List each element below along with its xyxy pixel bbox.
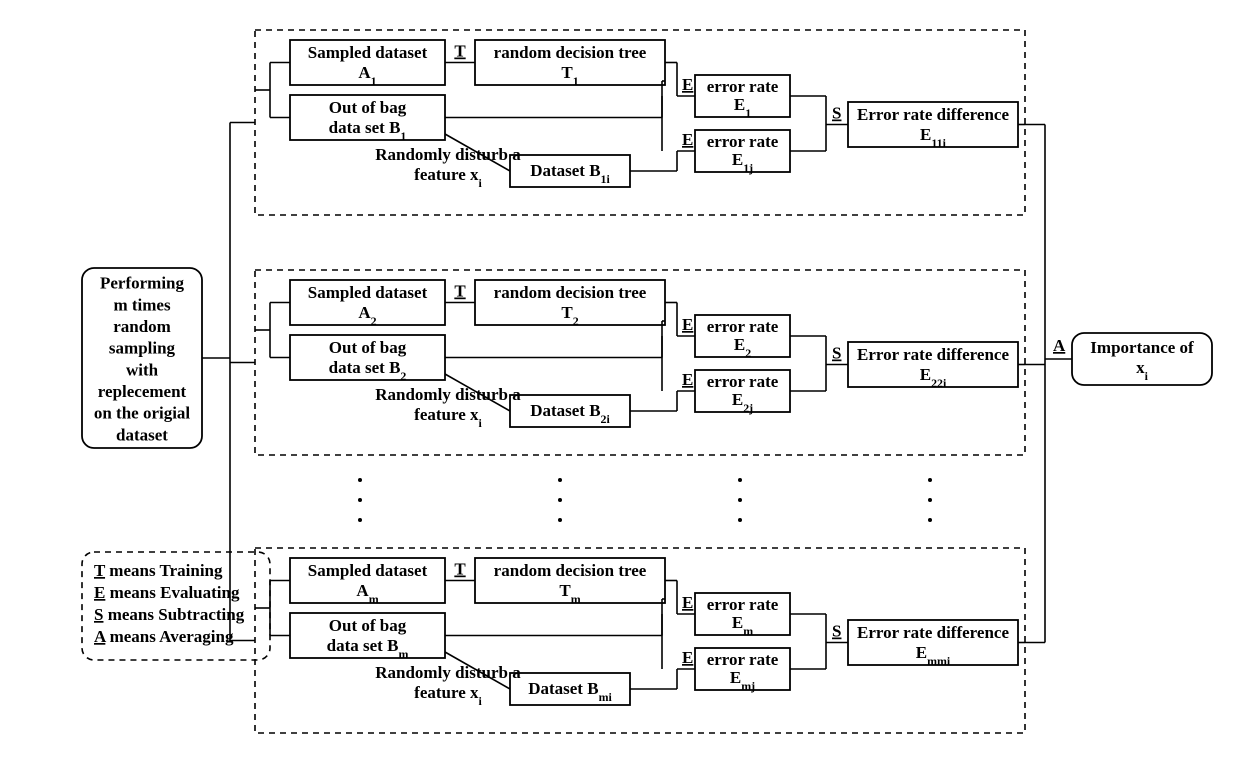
svg-text:S: S — [832, 622, 841, 641]
svg-text:Dataset Bmi: Dataset Bmi — [528, 679, 612, 704]
svg-text:replecement: replecement — [98, 382, 187, 401]
svg-text:random decision tree: random decision tree — [494, 43, 647, 62]
svg-text:Randomly disturb a: Randomly disturb a — [375, 663, 521, 682]
svg-text:xi: xi — [1136, 358, 1149, 383]
svg-text:T: T — [454, 42, 466, 61]
svg-text:A means Averaging: A means Averaging — [94, 627, 234, 646]
svg-text:error rate: error rate — [707, 77, 779, 96]
svg-text:Dataset B2i: Dataset B2i — [530, 401, 610, 426]
svg-text:E: E — [682, 130, 693, 149]
svg-text:S: S — [832, 344, 841, 363]
svg-text:Error rate difference: Error rate difference — [857, 623, 1009, 642]
svg-text:E: E — [682, 593, 693, 612]
svg-text:Performing: Performing — [100, 274, 185, 293]
svg-text:random: random — [113, 317, 171, 336]
svg-text:E: E — [682, 315, 693, 334]
svg-text:Error rate difference: Error rate difference — [857, 105, 1009, 124]
svg-text:Sampled dataset: Sampled dataset — [308, 283, 428, 302]
svg-text:S: S — [832, 104, 841, 123]
svg-text:feature xi: feature xi — [414, 165, 482, 190]
svg-text:Randomly disturb a: Randomly disturb a — [375, 145, 521, 164]
svg-text:error rate: error rate — [707, 595, 779, 614]
svg-text:random decision tree: random decision tree — [494, 561, 647, 580]
svg-text:dataset: dataset — [116, 425, 168, 444]
svg-text:Out of bag: Out of bag — [329, 338, 407, 357]
svg-text:Out of bag: Out of bag — [329, 98, 407, 117]
svg-text:T: T — [454, 282, 466, 301]
svg-text:on the origial: on the origial — [94, 404, 191, 423]
svg-text:Error rate difference: Error rate difference — [857, 345, 1009, 364]
svg-text:error rate: error rate — [707, 372, 779, 391]
svg-text:error rate: error rate — [707, 650, 779, 669]
svg-text:error rate: error rate — [707, 132, 779, 151]
svg-text:error rate: error rate — [707, 317, 779, 336]
svg-text:sampling: sampling — [109, 339, 176, 358]
svg-text:Importance of: Importance of — [1090, 338, 1194, 357]
svg-text:Sampled dataset: Sampled dataset — [308, 561, 428, 580]
svg-text:with: with — [126, 360, 159, 379]
svg-text:T means Training: T means Training — [94, 561, 223, 580]
svg-text:S means Subtracting: S means Subtracting — [94, 605, 245, 624]
flowchart-canvas: Performing m times random sampling with reple… — [0, 0, 1240, 766]
svg-text:Sampled dataset: Sampled dataset — [308, 43, 428, 62]
svg-text:Randomly disturb a: Randomly disturb a — [375, 385, 521, 404]
svg-text:random decision tree: random decision tree — [494, 283, 647, 302]
svg-text:feature xi: feature xi — [414, 405, 482, 430]
svg-text:T: T — [454, 560, 466, 579]
svg-text:E: E — [682, 648, 693, 667]
svg-text:Dataset B1i: Dataset B1i — [530, 161, 610, 186]
svg-text:E: E — [682, 370, 693, 389]
svg-text:E means Evaluating: E means Evaluating — [94, 583, 240, 602]
svg-text:E: E — [682, 75, 693, 94]
svg-text:m times: m times — [113, 295, 171, 314]
svg-text:A: A — [1053, 336, 1066, 355]
svg-text:feature xi: feature xi — [414, 683, 482, 708]
svg-text:Out of bag: Out of bag — [329, 616, 407, 635]
